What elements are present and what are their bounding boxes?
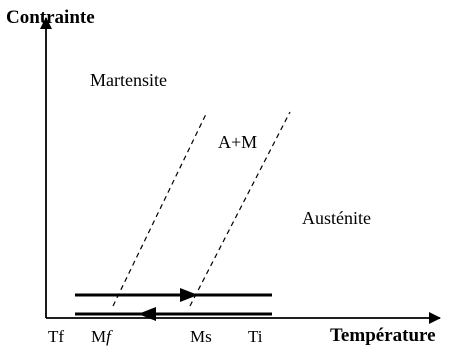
x-axis-title: Température (330, 325, 436, 346)
ti-tick-label: Ti (248, 327, 263, 346)
heating-direction-arrow (180, 288, 198, 302)
y-axis-title: Contrainte (6, 7, 95, 28)
cooling-direction-arrow (138, 307, 156, 321)
mixed-region-label: A+M (218, 132, 257, 152)
tf-tick-label: Tf (48, 327, 64, 346)
martensite-region-label: Martensite (90, 70, 167, 90)
mf-tick-letter: M (91, 327, 106, 346)
mf-tick-subscript: f (106, 327, 113, 346)
mf-tick-label: Mf (91, 327, 113, 346)
mf-boundary-line (112, 111, 208, 307)
ms-tick-label: Ms (190, 327, 212, 346)
austenite-region-label: Austénite (302, 208, 371, 228)
ms-boundary-line (189, 111, 291, 307)
